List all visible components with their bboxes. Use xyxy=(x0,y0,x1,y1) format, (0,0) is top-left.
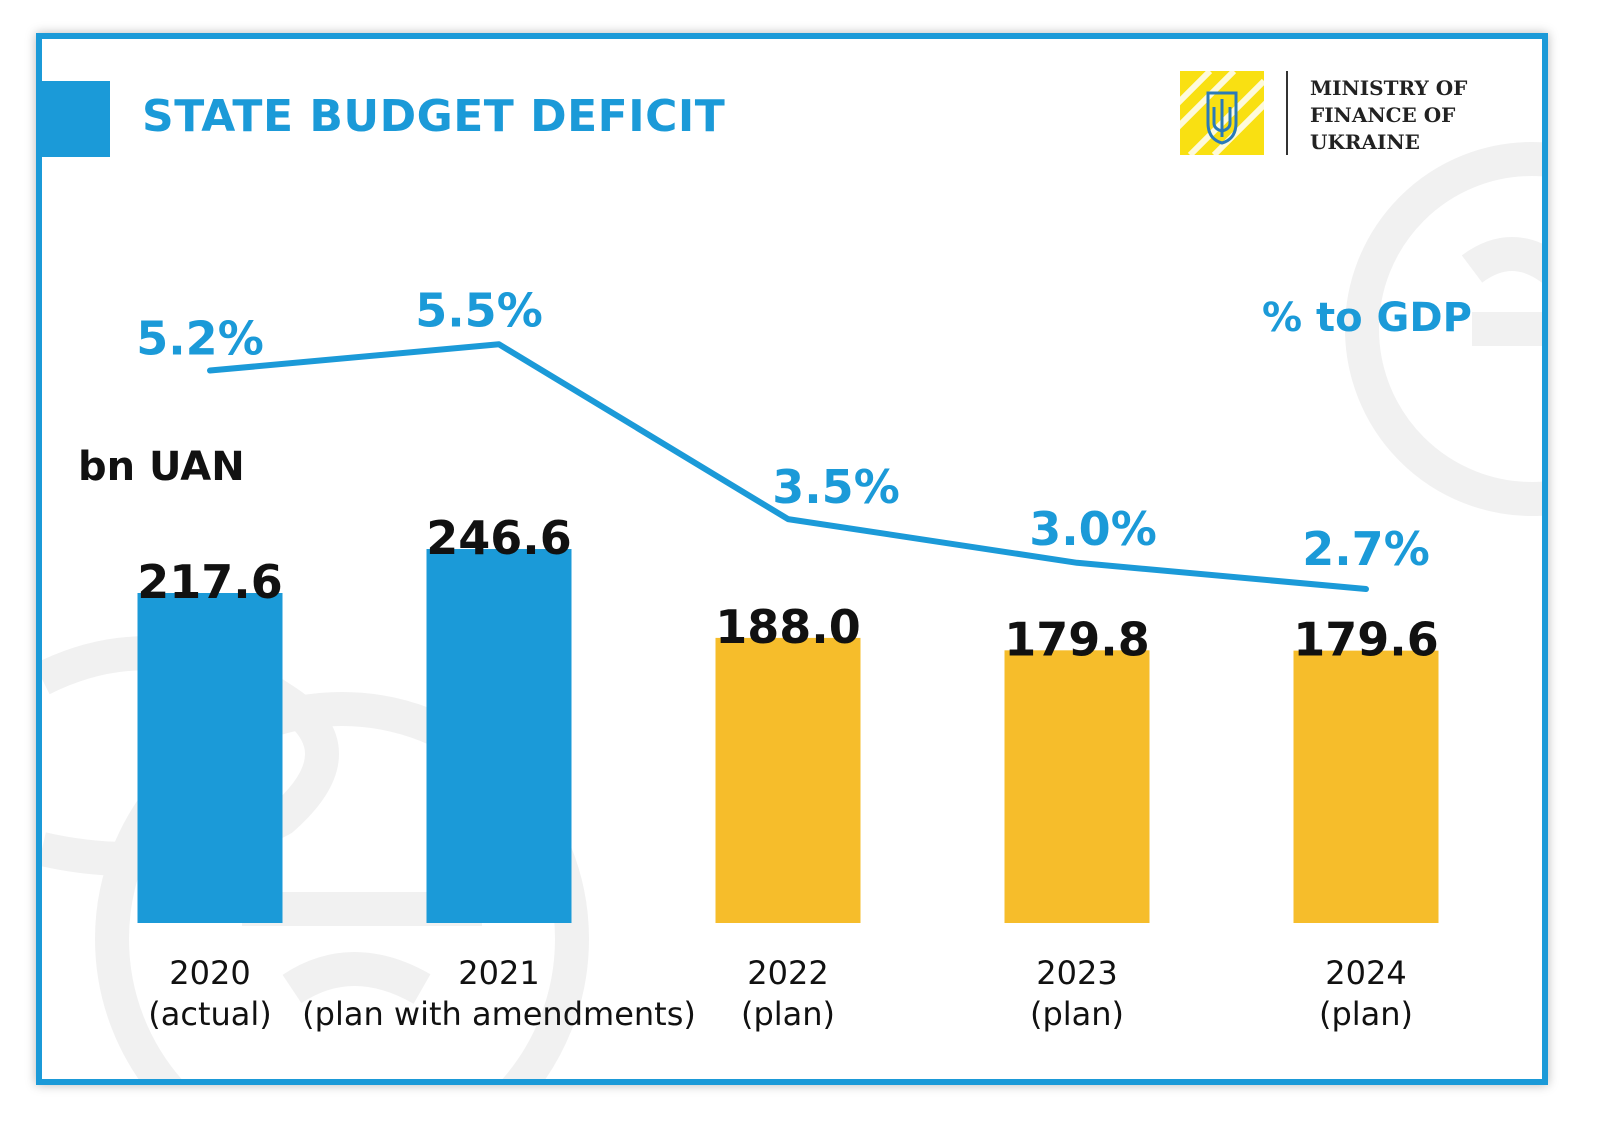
bar-value-label-2021: 246.6 xyxy=(426,511,572,565)
bar-unit-label: bn UAN xyxy=(78,444,245,490)
category-label-2022-line-2: (plan) xyxy=(741,995,835,1033)
line-value-label-2024: 2.7% xyxy=(1302,522,1430,576)
category-label-2021-line-1: 2021 xyxy=(458,954,539,992)
chart-title: STATE BUDGET DEFICIT xyxy=(142,91,726,142)
ministry-name: MINISTRY OF FINANCE OF UKRAINE xyxy=(1310,75,1467,156)
title-accent-block xyxy=(42,81,110,157)
bar-2023 xyxy=(1004,650,1150,923)
bar-2022 xyxy=(715,637,861,923)
category-label-2020-line-2: (actual) xyxy=(148,995,272,1033)
ministry-name-line-1: MINISTRY OF xyxy=(1310,76,1468,100)
gdp-share-line xyxy=(207,341,1369,593)
category-label-2022-line-1: 2022 xyxy=(747,954,828,992)
chart-frame: STATE BUDGET DEFICIT MINISTRY OF FINANCE… xyxy=(36,33,1548,1085)
bar-2024 xyxy=(1293,650,1439,923)
category-label-2023-line-1: 2023 xyxy=(1036,954,1117,992)
line-value-label-2021: 5.5% xyxy=(415,283,543,337)
category-label-2021-line-2: (plan with amendments) xyxy=(302,995,696,1033)
category-label-2023-line-2: (plan) xyxy=(1030,995,1124,1033)
bar-2020 xyxy=(137,593,283,923)
category-label-2024-line-1: 2024 xyxy=(1325,954,1406,992)
bar-value-label-2020: 217.6 xyxy=(137,555,283,609)
bar-value-label-2024: 179.6 xyxy=(1293,613,1439,667)
line-unit-label: % to GDP xyxy=(1262,295,1472,341)
bar-value-label-2023: 179.8 xyxy=(1004,612,1150,666)
category-label-2020-line-1: 2020 xyxy=(169,954,250,992)
line-value-label-2020: 5.2% xyxy=(136,312,264,366)
bar-2021 xyxy=(426,549,572,923)
ministry-name-line-2: FINANCE OF xyxy=(1310,103,1456,127)
deficit-chart: 217.6 2020(actual) 246.6 2021(plan with ame… xyxy=(136,283,1439,1033)
logo-divider xyxy=(1286,71,1288,155)
category-label-2024-line-2: (plan) xyxy=(1319,995,1413,1033)
line-value-label-2023: 3.0% xyxy=(1029,502,1157,556)
line-value-label-2022: 3.5% xyxy=(772,460,900,514)
ministry-emblem-icon xyxy=(1180,71,1264,155)
ministry-name-line-3: UKRAINE xyxy=(1310,130,1420,154)
bar-value-label-2022: 188.0 xyxy=(715,600,861,654)
